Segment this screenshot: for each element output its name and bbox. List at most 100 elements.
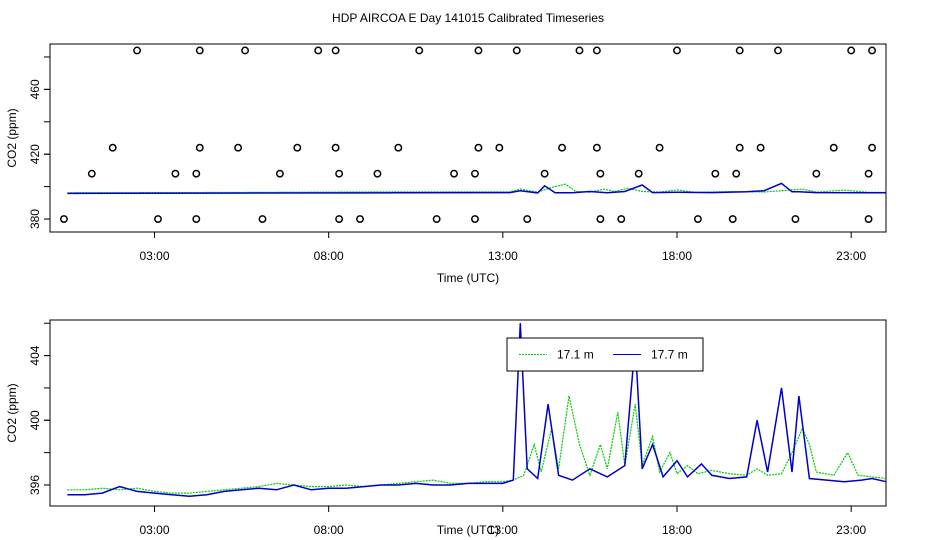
series-line-green: [67, 183, 886, 194]
legend-label-17-1m: 17.1 m: [557, 348, 594, 362]
data-point-marker: [241, 46, 250, 55]
data-point-marker: [314, 46, 323, 55]
data-point-marker: [108, 143, 117, 152]
data-point-marker: [171, 169, 180, 178]
data-point-marker: [868, 46, 877, 55]
data-point-marker: [829, 143, 838, 152]
top-panel: 03:00 08:00 13:00 18:00 23:00 380 420 460 Time…: [5, 43, 887, 285]
top-series-group: [67, 182, 886, 195]
data-point-marker: [471, 215, 479, 223]
data-point-marker: [732, 169, 741, 178]
data-point-marker: [154, 215, 162, 223]
x-tick-label: 08:00: [314, 523, 344, 537]
data-point-marker: [195, 46, 204, 55]
top-y-axis: 380 420 460: [28, 56, 50, 229]
x-tick-label: 03:00: [139, 523, 169, 537]
y-tick-label: 404: [28, 345, 42, 365]
data-point-marker: [864, 215, 873, 223]
data-point-marker: [394, 143, 403, 152]
chart-title: HDP AIRCOA E Day 141015 Calibrated Times…: [332, 11, 604, 25]
x-tick-label: 18:00: [662, 523, 692, 537]
x-tick-label: 13:00: [488, 249, 518, 263]
data-point-marker: [474, 46, 483, 55]
series-line-blue: [67, 182, 886, 195]
data-point-marker: [558, 143, 566, 152]
top-y-axis-label: CO2 (ppm): [5, 108, 19, 167]
data-point-marker: [331, 143, 340, 152]
x-tick-label: 23:00: [836, 249, 866, 263]
x-tick-label: 08:00: [314, 249, 344, 263]
data-point-marker: [693, 215, 702, 223]
data-point-marker: [87, 169, 96, 178]
bottom-series-group: [67, 323, 887, 498]
y-tick-label: 400: [28, 410, 42, 430]
bottom-x-axis-label: Time (UTC): [437, 523, 499, 537]
data-point-marker: [711, 169, 720, 178]
data-point-marker: [540, 169, 549, 178]
data-point-marker: [275, 169, 284, 178]
data-point-marker: [596, 215, 605, 223]
y-tick-label: 420: [28, 144, 42, 164]
data-point-marker: [450, 169, 459, 178]
data-point-marker: [331, 46, 340, 55]
legend: 17.1 m 17.7 m: [506, 337, 704, 372]
series-line-green: [67, 395, 887, 494]
data-point-marker: [59, 215, 68, 223]
x-tick-label: 13:00: [488, 523, 518, 537]
data-point-marker: [791, 215, 800, 223]
bottom-x-axis: 03:00 08:00 13:00 18:00 23:00: [139, 506, 867, 537]
data-point-marker: [523, 215, 532, 223]
top-plot-frame: [49, 43, 887, 233]
data-point-marker: [575, 46, 584, 55]
data-point-marker: [634, 169, 643, 178]
data-point-marker: [864, 169, 873, 178]
data-point-marker: [596, 169, 605, 178]
bottom-plot-frame: [49, 319, 887, 507]
data-point-marker: [335, 169, 344, 178]
data-point-marker: [356, 215, 364, 223]
data-point-marker: [335, 215, 344, 223]
data-point-marker: [735, 46, 744, 55]
data-point-marker: [812, 169, 821, 178]
data-point-marker: [133, 46, 142, 55]
data-point-marker: [471, 169, 479, 178]
data-point-marker: [756, 143, 765, 152]
top-x-axis-label: Time (UTC): [437, 271, 499, 285]
data-point-marker: [512, 46, 521, 55]
data-point-marker: [673, 46, 681, 55]
data-point-marker: [234, 143, 243, 152]
data-point-marker: [192, 215, 201, 223]
data-point-marker: [735, 143, 744, 152]
data-point-marker: [293, 143, 302, 152]
bottom-y-axis-label: CO2 (ppm): [5, 383, 19, 442]
top-markers-group: [59, 46, 877, 223]
y-tick-label: 380: [28, 209, 42, 229]
data-point-marker: [258, 215, 267, 223]
data-point-marker: [495, 143, 504, 152]
legend-label-17-7m: 17.7 m: [651, 348, 688, 362]
y-tick-label: 460: [28, 79, 42, 99]
data-point-marker: [592, 143, 601, 152]
data-point-marker: [432, 215, 441, 223]
data-point-marker: [774, 46, 782, 55]
data-point-marker: [617, 215, 626, 223]
top-x-axis: 03:00 08:00 13:00 18:00 23:00: [139, 232, 867, 263]
data-point-marker: [728, 215, 737, 223]
x-tick-label: 18:00: [662, 249, 692, 263]
data-point-marker: [847, 46, 856, 55]
data-point-marker: [868, 143, 877, 152]
x-tick-label: 23:00: [836, 523, 866, 537]
y-tick-label: 396: [28, 475, 42, 495]
bottom-panel: 03:00 08:00 13:00 18:00 23:00 396 400 404 Time…: [5, 319, 887, 537]
data-point-marker: [195, 143, 204, 152]
legend-box: [506, 337, 704, 372]
data-point-marker: [192, 169, 201, 178]
x-tick-label: 03:00: [139, 249, 169, 263]
data-point-marker: [655, 143, 664, 152]
data-point-marker: [415, 46, 424, 55]
series-line-blue: [67, 323, 887, 498]
data-point-marker: [474, 143, 483, 152]
bottom-y-axis: 396 400 404: [28, 322, 50, 495]
data-point-marker: [592, 46, 601, 55]
